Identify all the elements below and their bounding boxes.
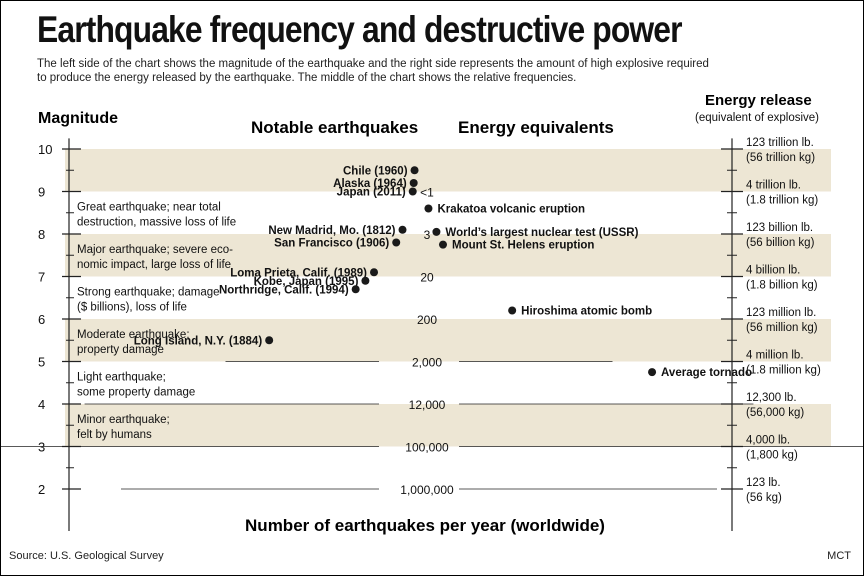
- energy-release-subheader: (equivalent of explosive): [695, 112, 819, 124]
- frequency-label: <1: [420, 186, 434, 200]
- band-description: ($ billions), loss of life: [77, 302, 187, 314]
- energy-equivalent-dot: [648, 368, 657, 377]
- notable-earthquake-dot: [370, 268, 379, 277]
- notable-earthquake-dot: [408, 187, 417, 196]
- magnitude-tick-label: 10: [38, 142, 52, 157]
- notable-earthquake-dot: [351, 285, 360, 294]
- magnitude-band: [65, 404, 831, 447]
- band-description: nomic impact, large loss of life: [77, 259, 231, 271]
- notable-earthquake-dot: [398, 225, 407, 234]
- magnitude-tick-label: 6: [38, 312, 45, 327]
- energy-equivalent-label: Mount St. Helens eruption: [452, 240, 594, 252]
- band-description: Minor earthquake;: [77, 414, 170, 426]
- energy-release-value: (1.8 billion kg): [746, 280, 818, 292]
- band-description: property damage: [77, 344, 164, 356]
- band-description: Moderate earthquake;: [77, 329, 190, 341]
- energy-release-value: 4 million lb.: [746, 350, 804, 362]
- notable-earthquakes-header: Notable earthquakes: [251, 118, 418, 137]
- energy-equivalent-dot: [432, 227, 441, 236]
- band-description: felt by humans: [77, 429, 152, 441]
- magnitude-tick-label: 3: [38, 440, 45, 455]
- energy-equivalent-label: Hiroshima atomic bomb: [521, 306, 652, 318]
- notable-earthquake-label: Japan (2011): [337, 187, 406, 199]
- source-note: Source: U.S. Geological Survey: [9, 550, 164, 562]
- energy-release-value: (1.8 trillion kg): [746, 195, 818, 207]
- energy-release-value: 4,000 lb.: [746, 435, 790, 447]
- energy-release-value: 123 trillion lb.: [746, 137, 814, 149]
- frequency-label: 200: [417, 313, 437, 327]
- energy-release-value: 4 billion lb.: [746, 265, 800, 277]
- magnitude-band: [65, 234, 831, 277]
- band-description: some property damage: [77, 387, 195, 399]
- credit-note: MCT: [827, 550, 851, 562]
- notable-earthquake-dot: [409, 179, 418, 187]
- magnitude-tick-label: 4: [38, 397, 45, 412]
- frequency-label: 2,000: [412, 356, 442, 370]
- magnitude-tick-label: 7: [38, 270, 45, 285]
- magnitude-band: [65, 319, 831, 362]
- notable-earthquake-dot: [392, 238, 401, 247]
- magnitude-tick-label: 8: [38, 227, 45, 242]
- notable-earthquake-label: Loma Prieta, Calif. (1989): [230, 267, 367, 279]
- notable-earthquake-label: San Francisco (1906): [274, 238, 389, 250]
- magnitude-band: [65, 149, 831, 192]
- energy-equivalent-dot: [424, 204, 433, 213]
- energy-release-value: 123 lb.: [746, 477, 781, 489]
- bottom-caption: Number of earthquakes per year (worldwid…: [245, 516, 605, 535]
- frequency-label: 20: [420, 271, 434, 285]
- magnitude-tick-label: 2: [38, 482, 45, 497]
- notable-earthquake-label: New Madrid, Mo. (1812): [268, 225, 395, 237]
- notable-earthquake-label: Chile (1960): [343, 165, 408, 177]
- energy-release-value: (56,000 kg): [746, 407, 804, 419]
- notable-earthquake-label: Kobe, Japan (1995): [254, 276, 359, 288]
- magnitude-header: Magnitude: [38, 110, 118, 127]
- energy-equivalents-header: Energy equivalents: [458, 118, 614, 137]
- energy-release-value: 123 million lb.: [746, 307, 816, 319]
- notable-earthquake-label: Long Island, N.Y. (1884): [134, 335, 263, 347]
- frequency-label: 12,000: [409, 398, 446, 412]
- energy-release-value: (1,800 kg): [746, 450, 798, 462]
- energy-release-value: (1.8 million kg): [746, 365, 821, 377]
- magnitude-tick-label: 9: [38, 185, 45, 200]
- energy-release-value: (56 million kg): [746, 322, 818, 334]
- band-description: Strong earthquake; damage: [77, 287, 220, 299]
- notable-earthquake-label: Alaska (1964): [333, 178, 407, 190]
- energy-release-value: (56 trillion kg): [746, 152, 815, 164]
- page-subtitle: The left side of the chart shows the mag…: [37, 58, 709, 84]
- notable-earthquake-dot: [410, 166, 419, 175]
- frequency-label: 1,000,000: [400, 483, 454, 497]
- magnitude-tick-label: 5: [38, 355, 45, 370]
- energy-equivalent-label: World’s largest nuclear test (USSR): [445, 227, 638, 239]
- notable-earthquake-dot: [361, 276, 370, 285]
- energy-release-value: 123 billion lb.: [746, 222, 813, 234]
- frequency-label: 100,000: [405, 441, 449, 455]
- band-description: Light earthquake;: [77, 372, 166, 384]
- notable-earthquake-dot: [265, 336, 274, 345]
- energy-equivalent-dot: [508, 306, 517, 315]
- band-description: destruction, massive loss of life: [77, 217, 236, 229]
- energy-equivalent-label: Average tornado: [661, 367, 752, 379]
- page-title: Earthquake frequency and destructive pow…: [37, 9, 683, 50]
- energy-release-value: 4 trillion lb.: [746, 180, 801, 192]
- energy-equivalent-dot: [438, 240, 447, 249]
- frequency-label: 3: [424, 228, 431, 242]
- energy-release-value: (56 billion kg): [746, 237, 815, 249]
- band-description: Major earthquake; severe eco-: [77, 244, 233, 256]
- energy-release-value: 12,300 lb.: [746, 392, 797, 404]
- energy-release-value: (56 kg): [746, 492, 782, 504]
- band-description: Great earthquake; near total: [77, 202, 221, 214]
- energy-equivalent-label: Krakatoa volcanic eruption: [437, 204, 585, 216]
- notable-earthquake-label: Northridge, Calif. (1994): [219, 284, 349, 296]
- energy-release-header: Energy release: [705, 92, 812, 109]
